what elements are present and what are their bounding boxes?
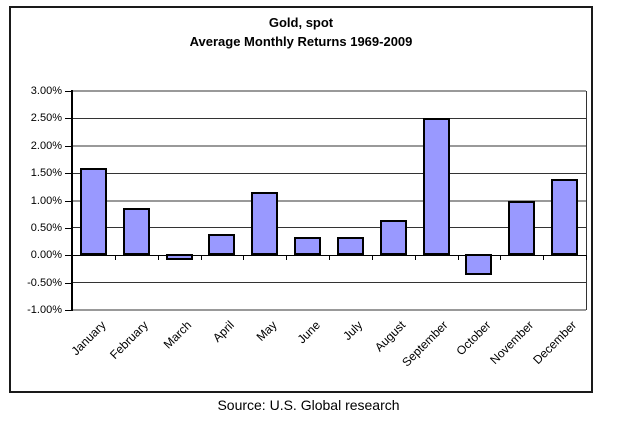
x-tick-mark <box>586 255 587 261</box>
x-tick-mark <box>371 255 373 261</box>
y-tick-mark <box>65 91 72 92</box>
major-gridline <box>72 199 586 202</box>
plot-right-border <box>586 91 587 310</box>
y-tick-mark <box>65 173 72 175</box>
bar-september <box>422 118 450 256</box>
bar-october <box>465 254 493 276</box>
y-tick-label: 0.50% <box>30 221 62 234</box>
bar-june <box>294 237 322 256</box>
bar-may <box>251 192 279 256</box>
y-tick-label: 1.00% <box>30 194 62 207</box>
source-caption: Source: U.S. Global research <box>217 397 400 413</box>
x-tick-mark <box>200 255 202 261</box>
bar-january <box>79 167 107 256</box>
chart-title-line1: Gold, spot <box>268 15 334 30</box>
x-tick-mark <box>414 255 416 261</box>
major-gridline <box>72 309 586 311</box>
y-tick-label: -0.50% <box>27 276 62 289</box>
major-gridline <box>72 144 586 147</box>
minor-gridline <box>72 227 586 229</box>
minor-gridline <box>72 172 586 174</box>
x-tick-mark <box>329 255 330 261</box>
x-tick-mark <box>286 255 288 261</box>
y-tick-mark <box>65 118 72 120</box>
x-tick-mark <box>157 255 159 261</box>
x-tick-mark <box>114 255 116 261</box>
bar-july <box>336 237 364 256</box>
x-tick-mark <box>243 255 245 261</box>
y-tick-mark <box>65 145 72 147</box>
y-tick-mark <box>65 310 72 311</box>
x-tick-mark <box>543 255 545 261</box>
y-tick-mark <box>65 282 72 284</box>
x-tick-mark <box>500 255 502 261</box>
y-tick-mark <box>65 227 72 229</box>
chart-title-line2: Average Monthly Returns 1969-2009 <box>189 34 413 49</box>
chart-title: Gold, spot Average Monthly Returns 1969-… <box>9 13 593 51</box>
bar-april <box>208 234 236 256</box>
y-tick-label: 2.50% <box>30 112 62 125</box>
bar-november <box>508 200 536 256</box>
major-gridline <box>72 90 586 92</box>
y-tick-label: 0.00% <box>30 249 62 262</box>
y-tick-label: 2.00% <box>30 139 62 152</box>
y-tick-mark <box>65 255 72 257</box>
x-tick-mark <box>457 255 459 261</box>
y-axis-line <box>71 90 73 311</box>
minor-gridline <box>72 117 586 119</box>
bar-december <box>551 178 579 256</box>
minor-gridline <box>72 282 586 284</box>
y-tick-label: 3.00% <box>30 85 62 97</box>
y-tick-label: -1.00% <box>27 304 62 316</box>
bar-february <box>122 207 150 256</box>
x-tick-mark <box>72 255 73 261</box>
bar-august <box>379 219 407 256</box>
y-tick-label: 1.50% <box>30 167 62 180</box>
bar-march <box>165 254 193 261</box>
y-tick-mark <box>65 200 72 202</box>
